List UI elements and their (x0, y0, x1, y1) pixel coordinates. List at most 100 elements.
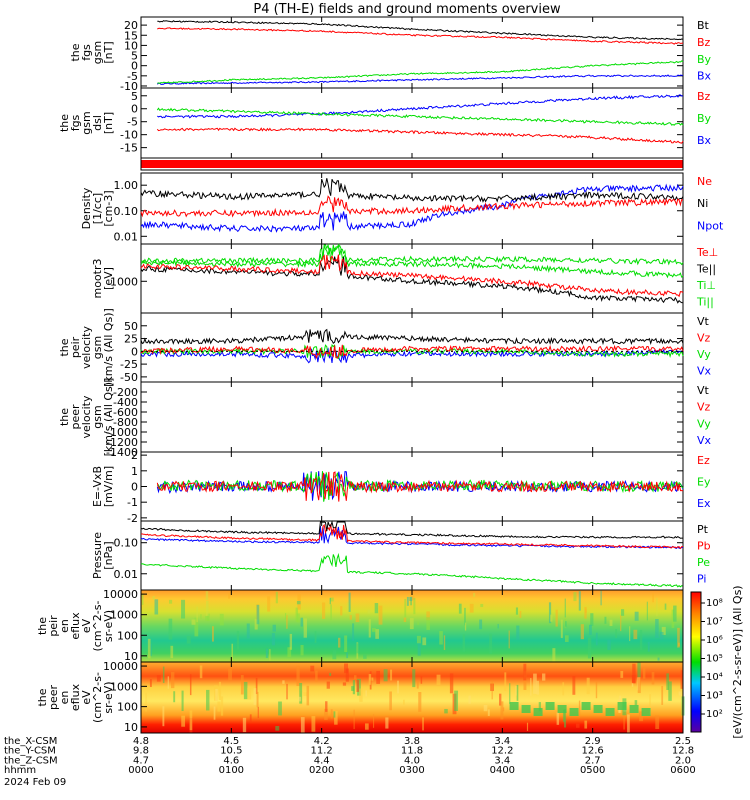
spectrogram-pixel (536, 680, 539, 695)
y-tick-label: -2 (127, 512, 138, 525)
y-tick-label: 1000 (110, 275, 138, 288)
legend-label: Vz (697, 331, 711, 344)
spectrogram-pixel (589, 624, 592, 635)
spectrogram-pixel (578, 591, 581, 611)
series-Bt (157, 20, 684, 41)
spectrogram-pixel (326, 681, 330, 689)
spectrogram-pixel (168, 599, 173, 604)
y-axis-label: the (36, 617, 49, 635)
spectrogram-pixel (615, 629, 618, 638)
spectrogram-pixel (564, 709, 567, 728)
spectrogram-pixel (426, 617, 430, 630)
legend-label: Vz (697, 401, 711, 414)
y-tick-label: 2 (131, 449, 138, 462)
spectrogram-pixel (530, 678, 532, 696)
panel-mode-bar (140, 157, 684, 171)
spectrogram-pixel (469, 603, 474, 613)
y-axis-label: the (36, 688, 49, 706)
spectrogram-pixel (243, 681, 248, 700)
spectrogram-pixel (375, 629, 379, 639)
colorbar: 10⁸ 10⁷ 10⁶ 10⁵ 10⁴ 10³ 10² [eV/(cm^2-s-sr-eV)]… (690, 585, 744, 739)
spectrogram-pixel (533, 673, 537, 694)
y-axis-label: fgs (80, 44, 93, 61)
x-row-value: 11.2 (311, 746, 333, 757)
spectrogram-pixel (480, 603, 484, 608)
legend-label: Te|| (696, 262, 716, 275)
spectrogram-pixel (581, 702, 591, 710)
panel-temperature: 1000 mootr3[eV] Te⊥ Te|| Ti⊥ Ti|| (91, 243, 718, 314)
y-axis-label: [1/cc] (91, 193, 104, 224)
legend-label: Vy (697, 417, 711, 430)
y-tick-label: 0 (131, 345, 138, 358)
legend-label: Pt (697, 523, 709, 536)
y-tick-label: 10000 (103, 588, 138, 601)
spectrogram-pixel (458, 603, 462, 614)
spectrogram-pixel (500, 701, 504, 720)
spectrogram-pixel (149, 679, 152, 688)
series-Ne (140, 195, 684, 218)
y-axis-label: peer (69, 404, 82, 430)
spectrogram-pixel (639, 629, 643, 650)
spectrogram-pixel (206, 600, 209, 616)
spectrogram-pixel (649, 694, 651, 715)
spectrogram-pixel (409, 596, 413, 601)
colorbar-tick-label: 10⁵ (706, 654, 723, 665)
y-tick-label: 1 (131, 465, 138, 478)
spectrogram-pixel (562, 682, 565, 696)
spectrogram-pixel (671, 609, 675, 628)
legend-label: Bz (697, 90, 711, 103)
spectrogram-pixel (348, 592, 351, 612)
spectrogram-pixel (595, 681, 598, 699)
spectrogram-pixel (269, 649, 271, 661)
spectrogram-pixel (413, 597, 416, 615)
colorbar-scale (690, 591, 702, 733)
spectrogram-pixel (659, 631, 664, 640)
spectrogram-pixel (152, 596, 155, 600)
x-row-value: 2.7 (585, 755, 601, 766)
series-Ey (157, 471, 684, 502)
y-axis-label: the (58, 338, 71, 356)
spectrogram-pixel (205, 615, 209, 621)
y-axis-label: en (58, 691, 71, 705)
y-axis-label: mootr3 (91, 258, 104, 298)
spectrogram-pixel (473, 592, 476, 597)
legend-label: Ey (697, 476, 711, 489)
spectrogram-pixel (515, 685, 517, 696)
y-axis-label: [km/s (All Qs)] (102, 308, 115, 387)
spectrogram-pixel (356, 679, 360, 692)
legend-label: Ez (697, 454, 710, 467)
spectrogram-pixel (372, 627, 376, 632)
legend-label: Bx (697, 134, 712, 147)
spectrogram-pixel (487, 709, 490, 716)
y-tick-label: -25 (120, 358, 138, 371)
spectrogram-pixel (215, 688, 218, 701)
spectrogram-pixel (376, 670, 381, 684)
y-tick-label: 1000 (110, 680, 138, 693)
colorbar-label: [eV/(cm^2-s-sr-eV)] (All Qs) (731, 585, 744, 738)
spectrogram-pixel (296, 665, 300, 686)
spectrogram-pixel (454, 690, 459, 711)
y-axis-label: eV (80, 618, 93, 633)
spectrogram-pixel (296, 613, 300, 623)
x-row-value: 0000 (128, 765, 153, 776)
y-tick-label: -10 (120, 80, 138, 93)
spectrogram-pixel (189, 710, 193, 731)
spectrogram-pixel (637, 662, 641, 678)
spectrogram-pixel (641, 708, 651, 716)
spectrogram-pixel (651, 672, 655, 685)
y-tick-label: -400 (113, 396, 138, 409)
spectrogram-pixel (253, 688, 257, 705)
spectrogram-pixel (609, 619, 613, 626)
series-Pt (140, 520, 683, 539)
colorbar-tick-label: 10² (706, 709, 723, 720)
spectrogram-pixel (420, 676, 423, 684)
y-axis-label: gsm (91, 41, 104, 64)
spectrogram-pixel (576, 723, 580, 728)
y-tick-label: 0.01 (114, 230, 139, 243)
y-axis-label: [nPa] (102, 541, 115, 569)
y-axis-label: sr-eV) (102, 681, 115, 713)
spectrogram-pixel (390, 669, 393, 681)
series-Ni (140, 178, 684, 203)
spectrogram-pixel (587, 637, 592, 659)
